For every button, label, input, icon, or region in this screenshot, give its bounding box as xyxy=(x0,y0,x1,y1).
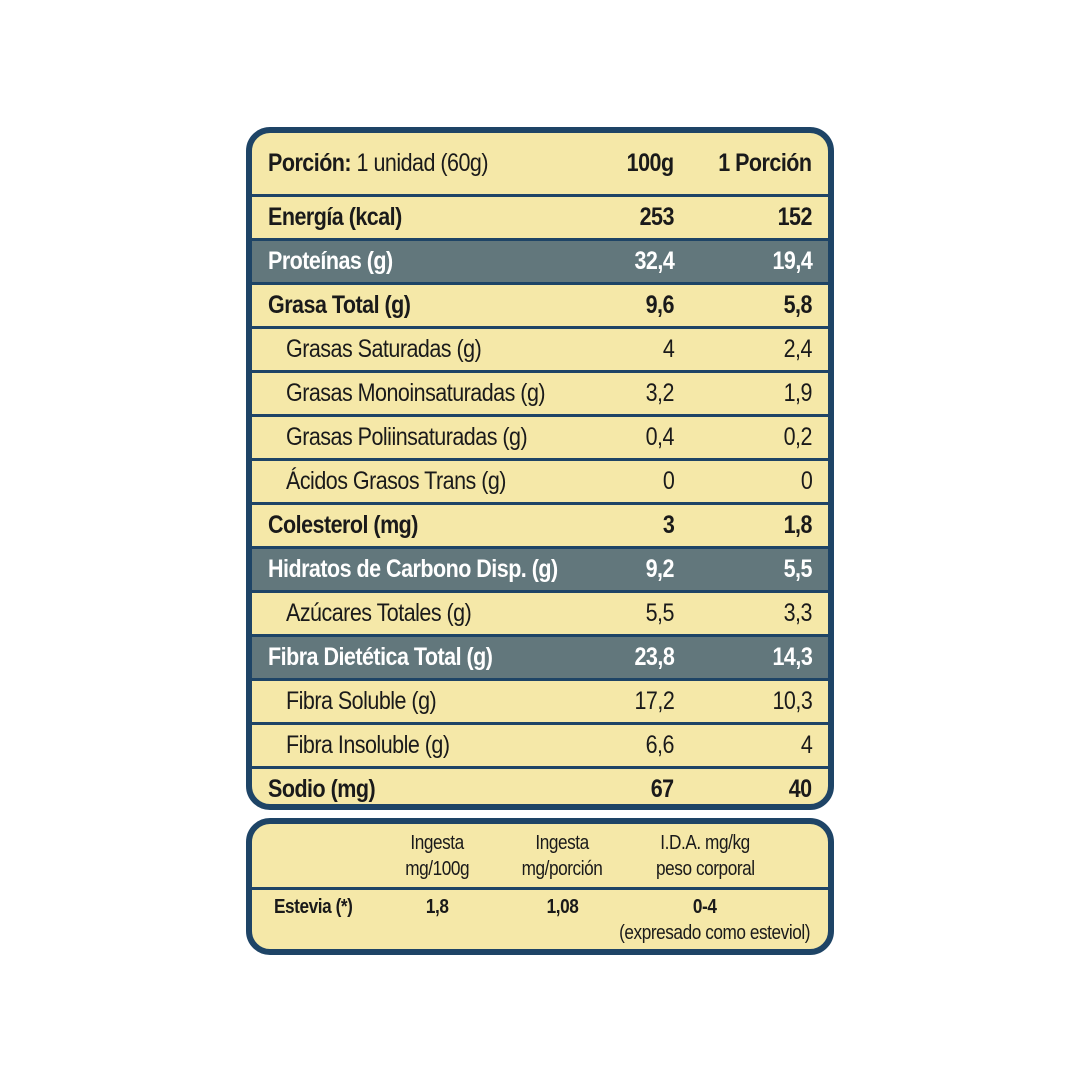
nutrition-row: Fibra Dietética Total (g) 23,8 14,3 xyxy=(252,637,828,681)
stevia-col-intake-100g-line2: mg/100g xyxy=(405,858,469,880)
stevia-header-row: Ingesta mg/100g Ingesta mg/porción I.D.A… xyxy=(252,824,828,890)
nutrient-label: Azúcares Totales (g) xyxy=(286,599,472,627)
nutrition-row: Proteínas (g) 32,4 19,4 xyxy=(252,241,828,285)
stevia-col-ida-line2: peso corporal xyxy=(655,858,755,880)
stevia-col-intake-portion-line1: Ingesta xyxy=(535,832,589,854)
value-per-100g: 32,4 xyxy=(634,247,674,275)
nutrition-row: Hidratos de Carbono Disp. (g) 9,2 5,5 xyxy=(252,549,828,593)
nutrition-row: Grasas Poliinsaturadas (g) 0,4 0,2 xyxy=(252,417,828,461)
value-per-100g: 4 xyxy=(662,335,675,363)
nutrition-row: Ácidos Grasos Trans (g) 0 0 xyxy=(252,461,828,505)
value-per-100g: 23,8 xyxy=(634,643,674,671)
nutrient-label: Fibra Insoluble (g) xyxy=(286,731,450,759)
value-per-portion: 5,5 xyxy=(783,555,813,583)
nutrition-row: Grasas Saturadas (g) 4 2,4 xyxy=(252,329,828,373)
nutrition-header-row: Porción: 1 unidad (60g) 100g 1 Porción xyxy=(252,133,828,197)
value-per-portion: 0,2 xyxy=(783,423,813,451)
value-per-portion: 1,8 xyxy=(783,511,813,539)
nutrient-label: Proteínas (g) xyxy=(268,247,393,275)
stevia-col-ida-line1: I.D.A. mg/kg xyxy=(660,832,750,854)
portion-value: 1 unidad (60g) xyxy=(356,149,489,177)
value-per-100g: 5,5 xyxy=(645,599,675,627)
stevia-col-intake-portion-line2: mg/porción xyxy=(521,858,603,880)
value-per-portion: 152 xyxy=(777,203,813,231)
value-per-portion: 3,3 xyxy=(783,599,813,627)
nutrition-row: Fibra Insoluble (g) 6,6 4 xyxy=(252,725,828,769)
value-per-portion: 2,4 xyxy=(783,335,813,363)
stevia-col-intake-100g: Ingesta mg/100g xyxy=(372,830,502,882)
nutrition-row: Grasa Total (g) 9,6 5,8 xyxy=(252,285,828,329)
nutrient-label: Energía (kcal) xyxy=(268,203,402,231)
nutrient-label: Hidratos de Carbono Disp. (g) xyxy=(268,555,558,583)
stevia-table: Ingesta mg/100g Ingesta mg/porción I.D.A… xyxy=(246,818,834,955)
value-per-100g: 0 xyxy=(662,467,675,495)
value-per-100g: 0,4 xyxy=(645,423,675,451)
nutrition-facts-table: Porción: 1 unidad (60g) 100g 1 Porción E… xyxy=(246,127,834,810)
value-per-portion: 10,3 xyxy=(772,687,812,715)
stevia-note: (expresado como esteviol) xyxy=(619,922,810,944)
value-per-100g: 9,2 xyxy=(645,555,675,583)
nutrition-row: Colesterol (mg) 3 1,8 xyxy=(252,505,828,549)
value-per-portion: 4 xyxy=(800,731,813,759)
stevia-row-label: Estevia (*) xyxy=(274,896,353,918)
nutrition-row: Sodio (mg) 67 40 xyxy=(252,769,828,804)
nutrition-row: Azúcares Totales (g) 5,5 3,3 xyxy=(252,593,828,637)
stevia-col-intake-100g-line1: Ingesta xyxy=(410,832,464,854)
value-per-100g: 17,2 xyxy=(634,687,674,715)
value-per-100g: 67 xyxy=(651,775,674,803)
value-per-portion: 1,9 xyxy=(783,379,813,407)
portion-label: Porción: xyxy=(268,149,352,177)
nutrient-label: Sodio (mg) xyxy=(268,775,376,803)
nutrition-row: Energía (kcal) 253 152 xyxy=(252,197,828,241)
nutrition-row: Fibra Soluble (g) 17,2 10,3 xyxy=(252,681,828,725)
nutrition-row: Grasas Monoinsaturadas (g) 3,2 1,9 xyxy=(252,373,828,417)
value-per-portion: 0 xyxy=(800,467,813,495)
stevia-col-intake-portion: Ingesta mg/porción xyxy=(497,830,627,882)
stevia-data-row: Estevia (*) 1,8 1,08 0-4 (expresado como… xyxy=(252,890,828,949)
value-per-portion: 14,3 xyxy=(772,643,812,671)
value-per-portion: 19,4 xyxy=(772,247,812,275)
nutrient-label: Grasa Total (g) xyxy=(268,291,411,319)
value-per-portion: 5,8 xyxy=(783,291,813,319)
stevia-col-ida: I.D.A. mg/kg peso corporal xyxy=(630,830,780,882)
stevia-value-100g: 1,8 xyxy=(425,896,449,918)
nutrient-label: Grasas Poliinsaturadas (g) xyxy=(286,423,528,451)
value-per-100g: 3 xyxy=(662,511,675,539)
column-header-100g: 100g xyxy=(627,149,674,177)
nutrient-label: Ácidos Grasos Trans (g) xyxy=(286,467,506,495)
nutrient-label: Grasas Monoinsaturadas (g) xyxy=(286,379,546,407)
value-per-100g: 253 xyxy=(639,203,675,231)
value-per-100g: 9,6 xyxy=(645,291,675,319)
stevia-value-ida: 0-4 xyxy=(693,896,717,918)
value-per-100g: 6,6 xyxy=(645,731,675,759)
nutrient-label: Fibra Dietética Total (g) xyxy=(268,643,493,671)
stevia-value-portion: 1,08 xyxy=(546,896,578,918)
value-per-portion: 40 xyxy=(789,775,812,803)
nutrient-label: Colesterol (mg) xyxy=(268,511,418,539)
column-header-portion: 1 Porción xyxy=(718,149,813,177)
value-per-100g: 3,2 xyxy=(645,379,675,407)
nutrient-label: Fibra Soluble (g) xyxy=(286,687,437,715)
nutrient-label: Grasas Saturadas (g) xyxy=(286,335,482,363)
